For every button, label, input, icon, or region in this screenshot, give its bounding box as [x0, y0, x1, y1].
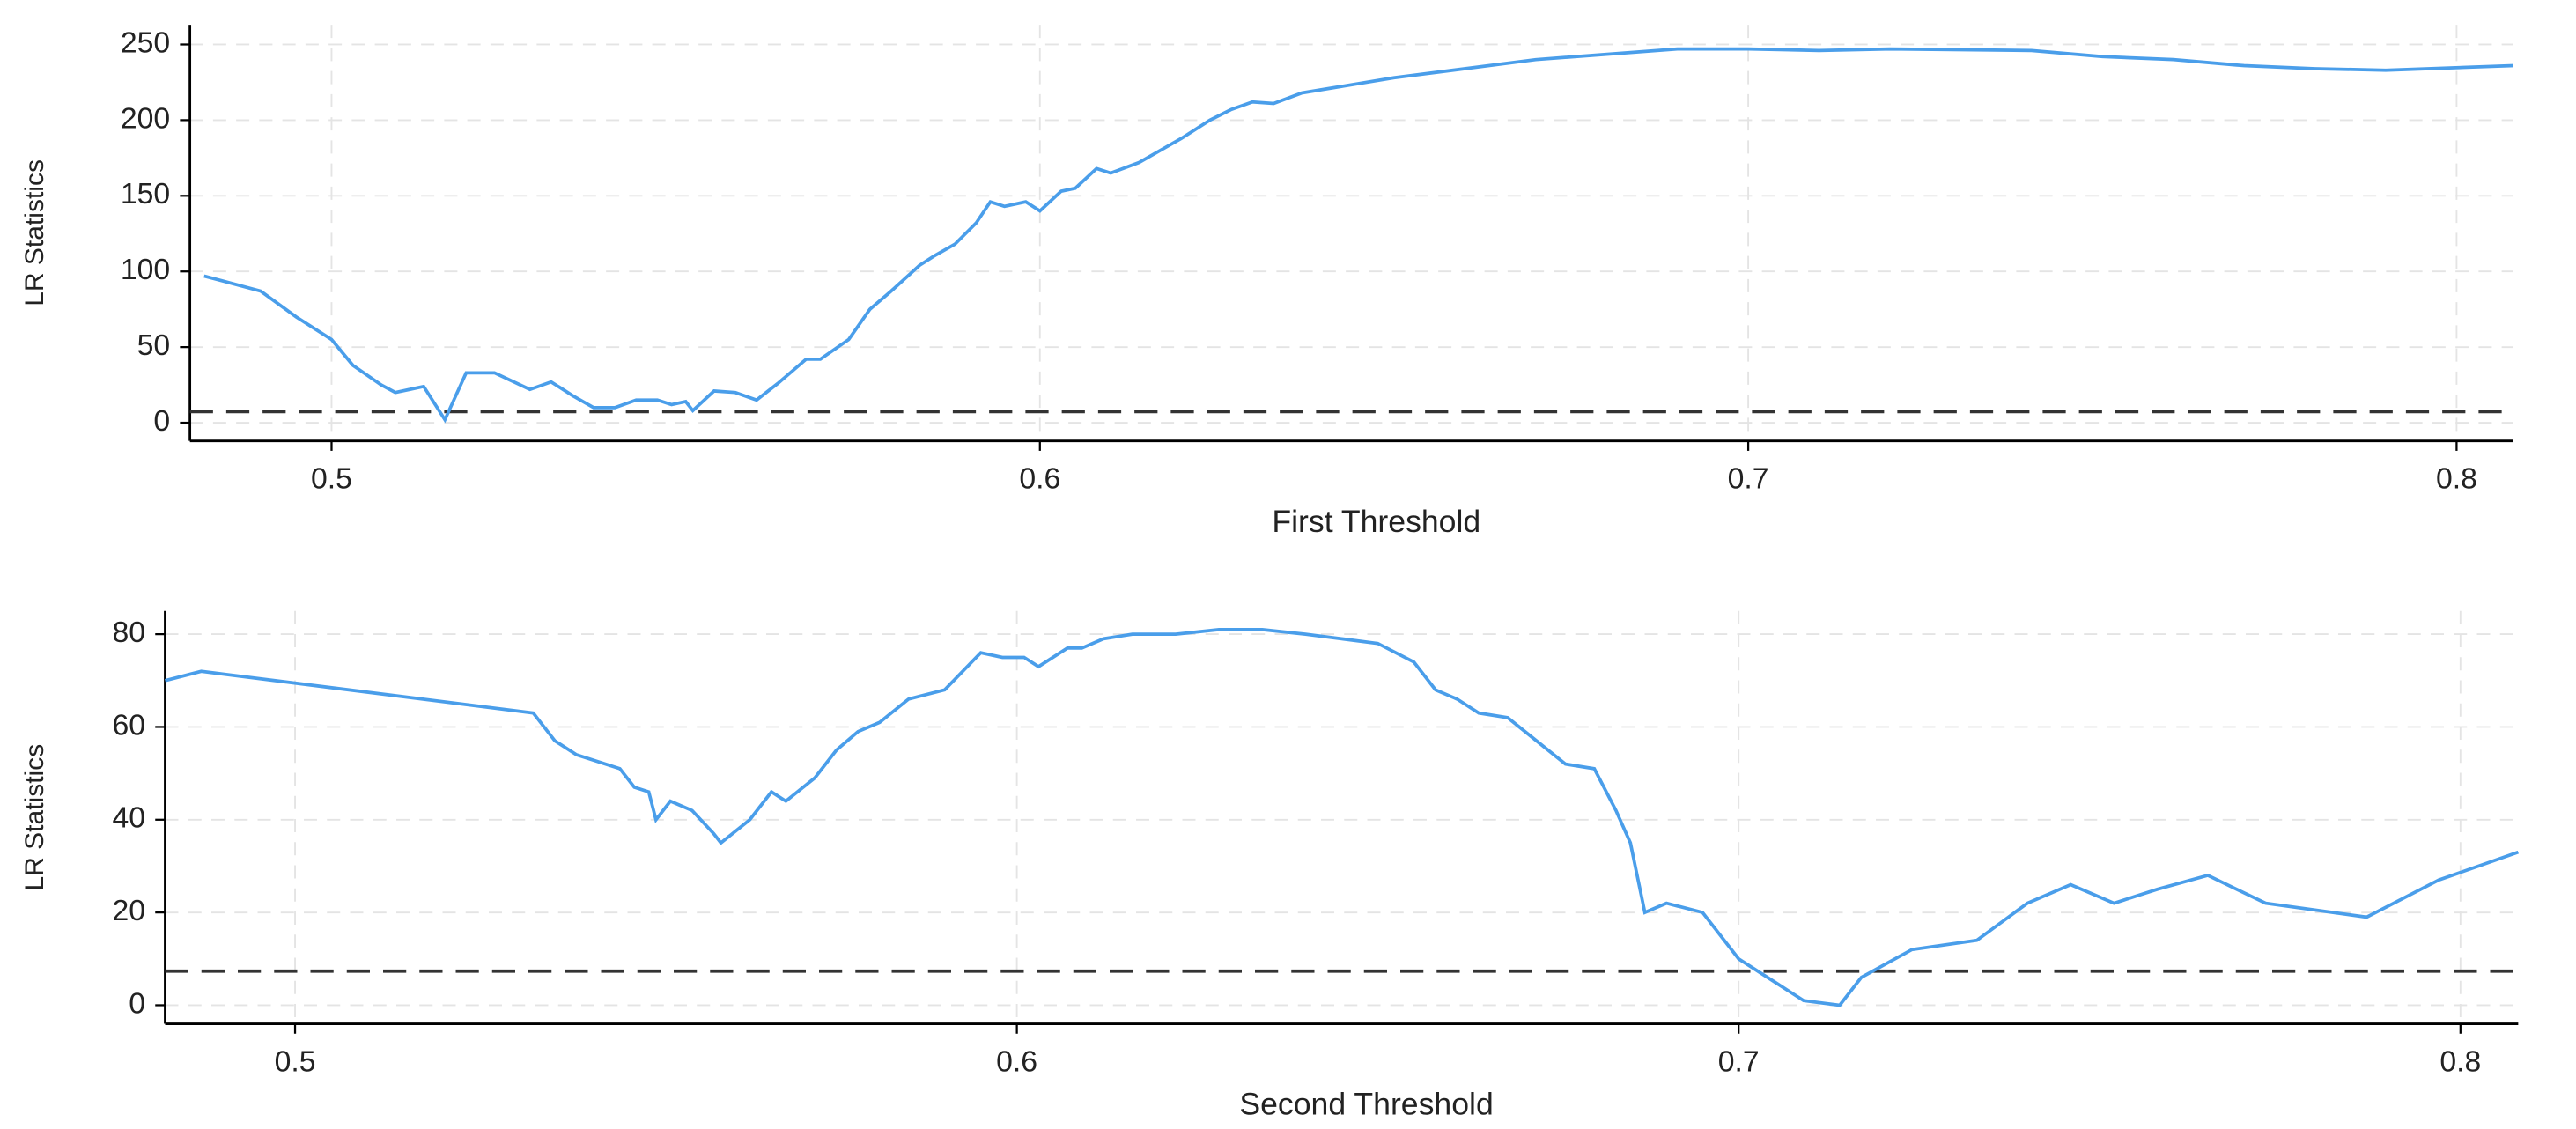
x-tick-label: 0.7	[1718, 1044, 1760, 1078]
y-tick-label: 40	[112, 801, 145, 835]
y-tick-label: 100	[121, 253, 170, 286]
x-tick-label: 0.8	[2439, 1044, 2481, 1078]
y-axis-label: LR Statistics	[20, 744, 49, 891]
x-tick-label: 0.7	[1728, 462, 1769, 496]
y-tick-label: 60	[112, 708, 145, 742]
y-tick-label: 200	[121, 101, 170, 135]
y-tick-label: 80	[112, 616, 145, 649]
x-tick-label: 0.6	[996, 1044, 1037, 1078]
y-tick-label: 250	[121, 26, 170, 59]
data-line	[165, 627, 2519, 1007]
data-line	[203, 47, 2513, 424]
y-tick-label: 150	[121, 177, 170, 210]
y-axis-label: LR Statistics	[20, 159, 49, 306]
x-tick-label: 0.5	[275, 1044, 316, 1078]
x-axis-label: First Threshold	[1272, 504, 1480, 539]
y-tick-label: 0	[153, 404, 170, 438]
x-tick-label: 0.8	[2436, 462, 2477, 496]
x-tick-label: 0.6	[1019, 462, 1060, 496]
x-tick-label: 0.5	[311, 462, 352, 496]
y-tick-label: 0	[129, 986, 145, 1020]
y-tick-label: 50	[137, 328, 171, 362]
x-axis-label: Second Threshold	[1239, 1087, 1493, 1122]
y-tick-label: 20	[112, 894, 145, 927]
